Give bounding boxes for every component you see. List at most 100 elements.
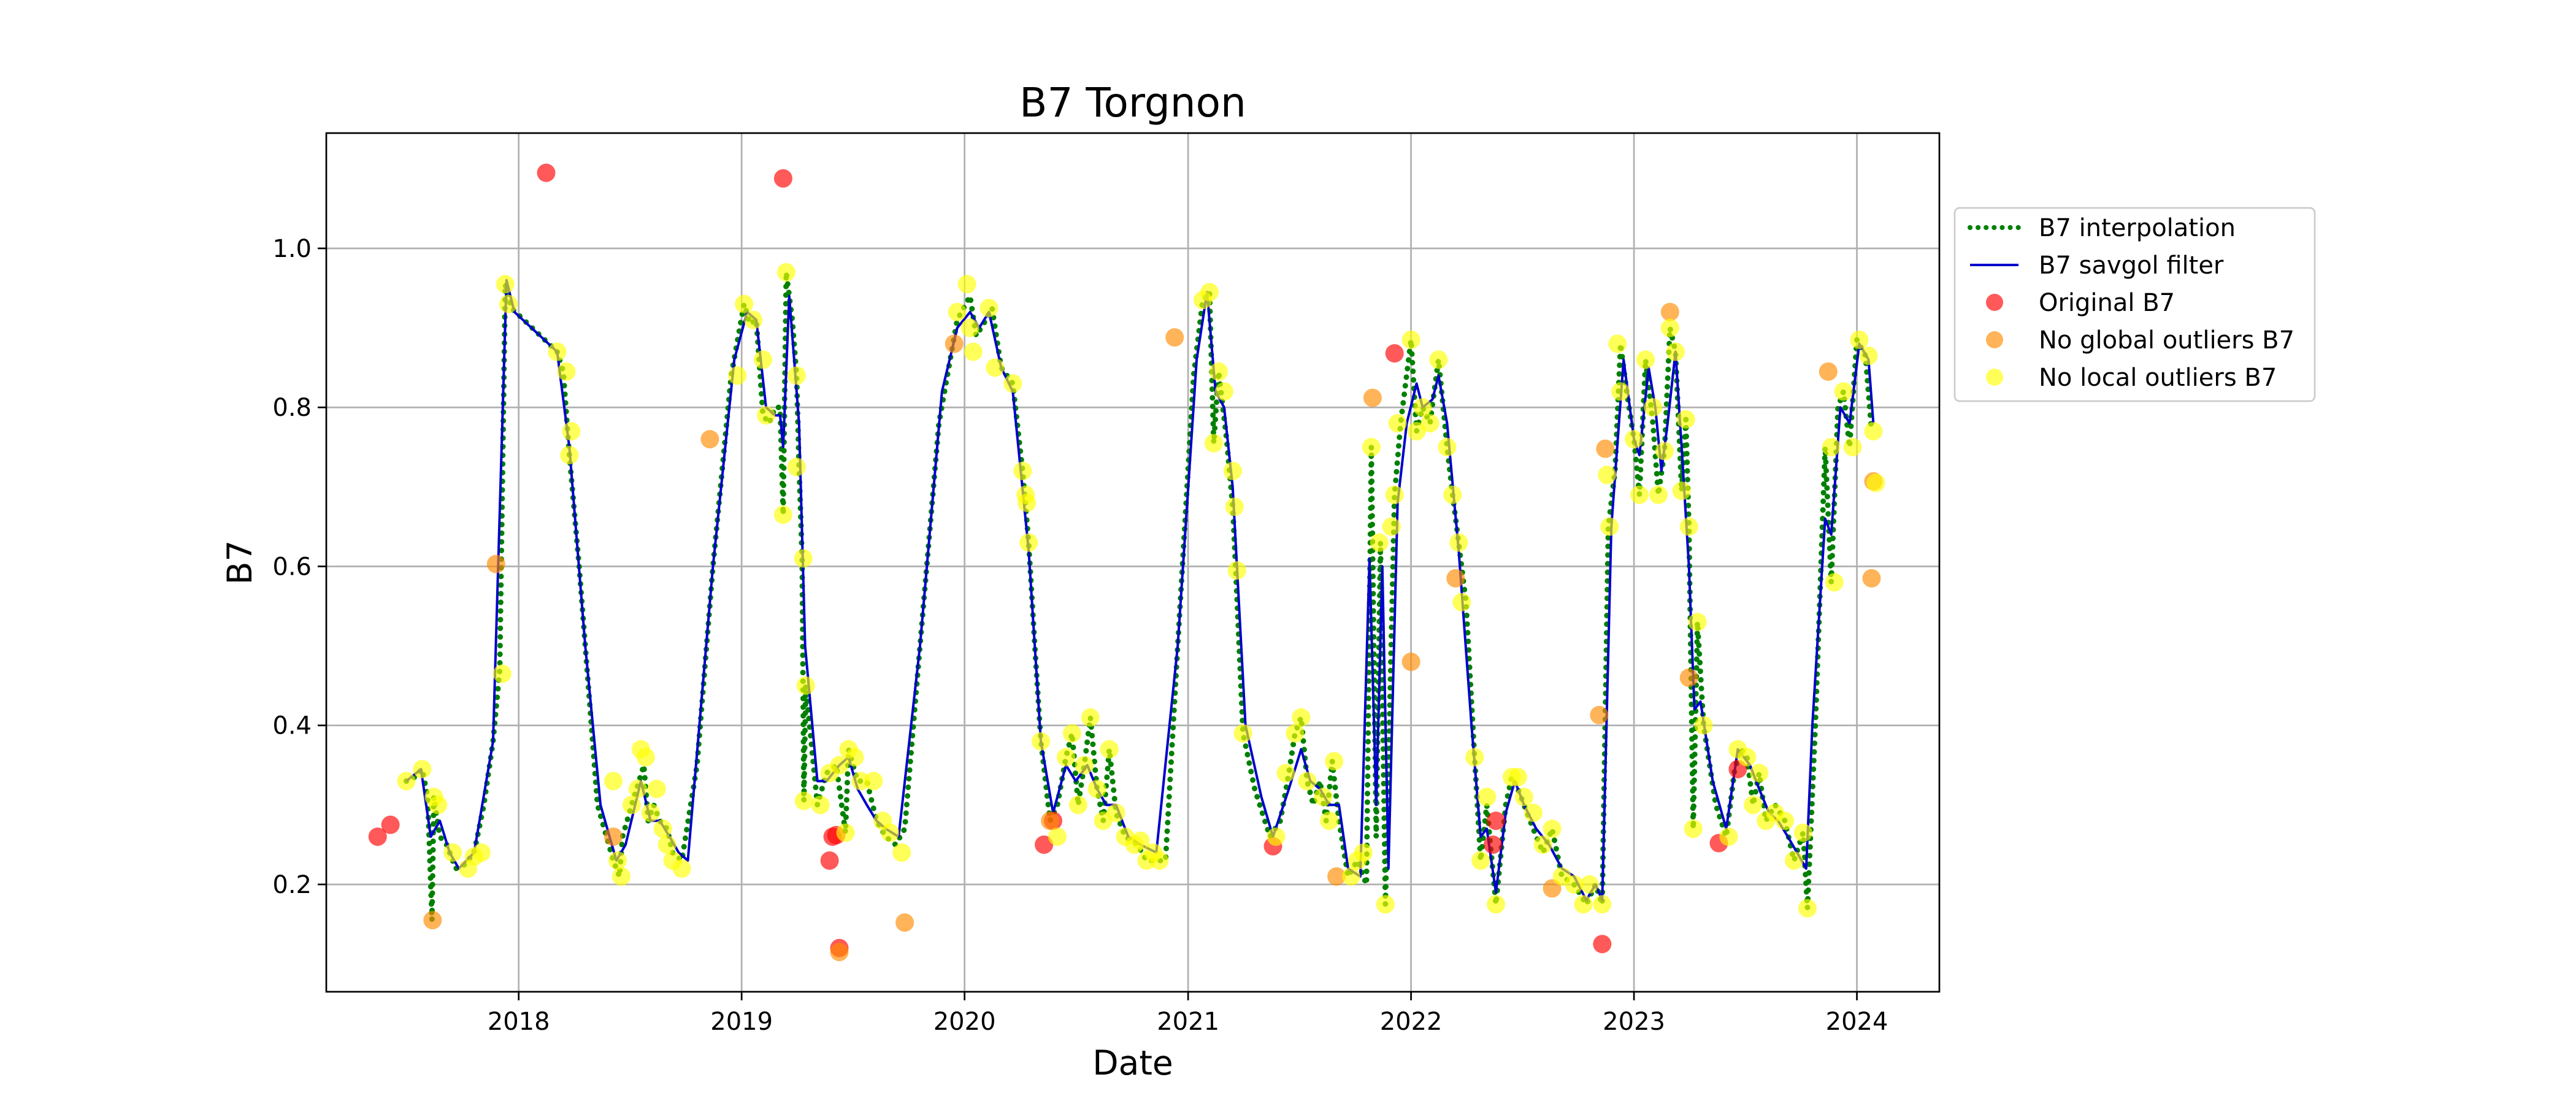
local-outlier-free-point <box>1449 533 1468 552</box>
legend-label: Original B7 <box>2039 289 2175 317</box>
global-outlier-free-point <box>1165 328 1184 347</box>
local-outlier-free-point <box>1625 430 1644 449</box>
local-outlier-free-point <box>1834 382 1853 401</box>
local-outlier-free-point <box>1068 795 1087 815</box>
local-outlier-free-point <box>1209 362 1228 381</box>
x-tick-label: 2021 <box>1157 1008 1219 1036</box>
local-outlier-free-point <box>1267 827 1286 846</box>
local-outlier-free-point <box>1032 732 1051 751</box>
legend-label: B7 savgol filter <box>2039 251 2224 280</box>
global-outlier-free-point <box>1401 653 1420 671</box>
local-outlier-free-point <box>1003 374 1022 393</box>
local-outlier-free-point <box>1649 485 1668 504</box>
legend: B7 interpolation B7 savgol filter Original… <box>1953 207 2316 402</box>
local-outlier-free-point <box>1611 382 1630 401</box>
local-outlier-free-point <box>1100 740 1119 759</box>
y-tick-label: 0.6 <box>272 553 312 581</box>
local-outlier-free-point <box>845 748 864 767</box>
local-outlier-free-point <box>1438 438 1457 456</box>
local-outlier-free-point <box>1533 835 1552 854</box>
local-outlier-free-point <box>429 795 448 815</box>
local-outlier-free-point <box>728 366 747 385</box>
local-outlier-free-point <box>1793 823 1812 842</box>
local-outlier-free-point <box>1644 398 1662 417</box>
local-outlier-free-point <box>493 664 512 683</box>
local-outlier-free-point <box>1150 851 1169 870</box>
local-outlier-free-point <box>830 756 849 775</box>
local-outlier-free-point <box>1325 752 1344 771</box>
local-outlier-free-point <box>1776 811 1795 830</box>
global-outlier-free-point <box>1862 569 1881 588</box>
global-outlier-free-point <box>700 430 719 449</box>
legend-label: No global outliers B7 <box>2039 326 2294 355</box>
global-outlier-free-point <box>1446 569 1465 588</box>
legend-dot-swatch <box>1986 369 2003 386</box>
local-outlier-free-point <box>1362 438 1381 456</box>
local-outlier-free-point <box>1660 318 1679 337</box>
local-outlier-free-point <box>787 366 806 385</box>
y-tick-label: 0.2 <box>272 871 312 899</box>
local-outlier-free-point <box>960 318 979 337</box>
local-outlier-free-point <box>1420 414 1439 433</box>
legend-box <box>1953 207 2316 402</box>
local-outlier-free-point <box>794 549 813 568</box>
global-outlier-free-point <box>830 943 849 962</box>
legend-label: B7 interpolation <box>2039 214 2236 242</box>
global-outlier-free-point <box>1327 867 1346 886</box>
local-outlier-free-point <box>1859 347 1878 365</box>
local-outlier-free-point <box>1679 517 1698 536</box>
original-point <box>820 851 839 870</box>
local-outlier-free-point <box>1822 438 1841 456</box>
chart-title: B7 Torgnon <box>1019 79 1246 126</box>
plot-frame <box>325 132 1941 993</box>
local-outlier-free-point <box>1843 438 1862 456</box>
local-outlier-free-point <box>1688 613 1707 632</box>
local-outlier-free-point <box>496 275 515 294</box>
legend-original: Original B7 <box>1986 289 2175 317</box>
original-point <box>1385 344 1404 363</box>
local-outlier-free-point <box>562 422 581 441</box>
legend-items: B7 interpolation B7 savgol filter Original… <box>1968 214 2294 392</box>
local-outlier-free-point <box>1744 795 1763 815</box>
original-point <box>773 169 792 188</box>
local-outlier-free-point <box>1018 493 1037 512</box>
y-tick-label: 0.8 <box>272 394 312 422</box>
local-outlier-free-point <box>773 505 792 524</box>
local-outlier-free-point <box>1131 831 1150 850</box>
local-outlier-free-point <box>948 302 967 321</box>
y-tick-label: 1.0 <box>272 235 312 263</box>
local-outlier-free-point <box>1385 485 1404 504</box>
local-outlier-free-point <box>1314 788 1333 807</box>
local-outlier-free-point <box>1655 442 1674 461</box>
y-tick-label: 0.4 <box>272 712 312 740</box>
local-outlier-free-point <box>1593 895 1612 914</box>
global-outlier-free-point <box>604 827 623 846</box>
original-point <box>381 815 400 834</box>
local-outlier-free-point <box>1106 803 1125 822</box>
local-outlier-free-point <box>1608 334 1627 353</box>
local-outlier-free-point <box>892 843 911 862</box>
local-outlier-free-point <box>1785 851 1803 870</box>
global-outlier-free-point <box>1596 439 1615 458</box>
global-outlier-free-point <box>486 554 505 573</box>
local-outlier-free-point <box>1676 410 1695 429</box>
local-outlier-free-point <box>851 772 870 791</box>
local-outlier-free-point <box>1636 350 1655 369</box>
global-outlier-free-point <box>1590 705 1609 724</box>
global-outlier-free-point <box>895 913 914 932</box>
local-outlier-free-point <box>612 867 631 886</box>
local-outlier-free-point <box>1750 764 1769 783</box>
legend-dot-swatch <box>1986 331 2003 348</box>
local-outlier-free-point <box>1075 756 1094 775</box>
local-outlier-free-point <box>1233 724 1252 743</box>
x-tick-label: 2019 <box>710 1008 773 1036</box>
local-outlier-free-point <box>1443 485 1462 504</box>
local-outlier-free-point <box>1342 867 1360 886</box>
local-outlier-free-point <box>1320 811 1339 830</box>
local-outlier-free-point <box>836 823 855 842</box>
local-outlier-free-point <box>1013 461 1032 480</box>
local-outlier-free-point <box>787 458 806 477</box>
local-outlier-free-point <box>1487 895 1505 914</box>
